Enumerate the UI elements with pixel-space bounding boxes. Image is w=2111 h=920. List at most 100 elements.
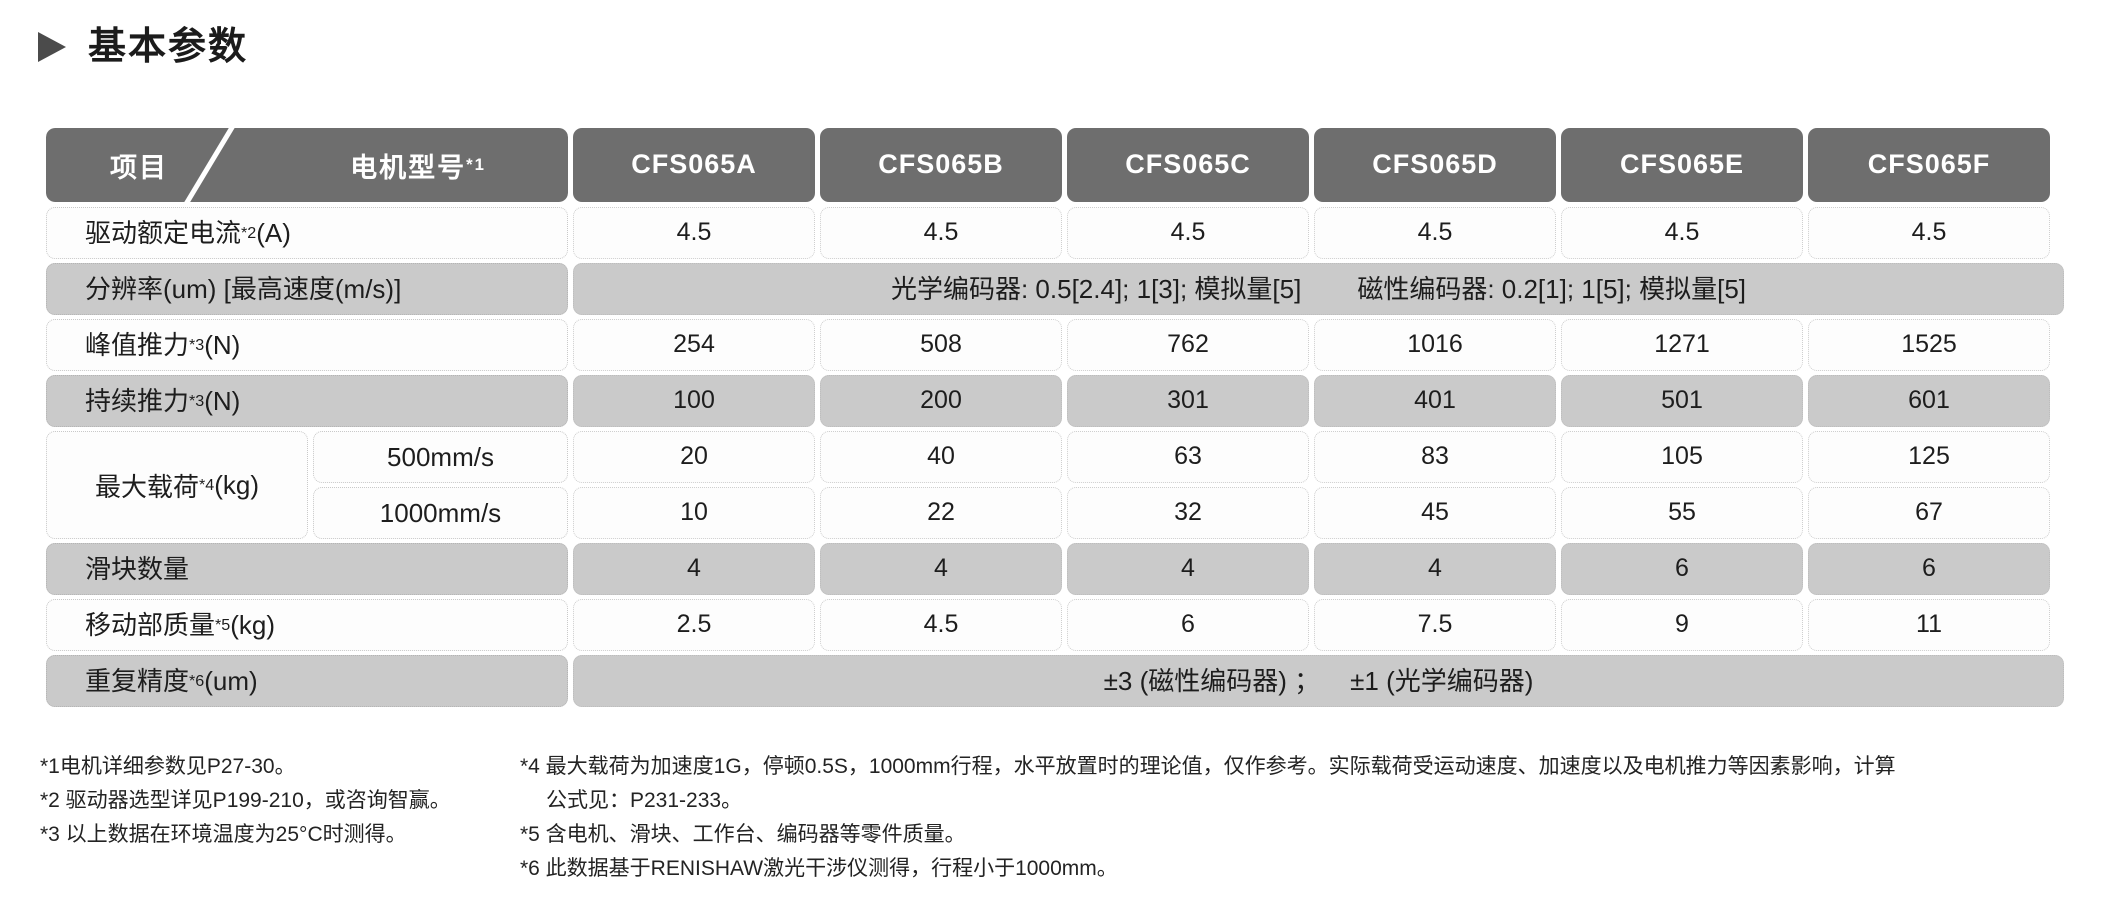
table-cell: 4 [1314, 543, 1556, 595]
row-label-text: 最大载荷 [94, 471, 199, 502]
footnotes: *1电机详细参数见P27-30。 *2 驱动器选型详见P199-210，或咨询智… [40, 750, 2080, 886]
table-cell: 125 [1808, 431, 2050, 483]
table-header-row: 项目 电机型号 *1 CFS065A CFS065B CFS065C CFS065… [46, 128, 2064, 202]
column-header-0: CFS065A [573, 128, 815, 202]
triangle-right-icon [38, 32, 66, 62]
footnotes-right-column: *4 最大载荷为加速度1G，停顿0.5S，1000mm行程，水平放置时的理论值，… [520, 750, 2080, 886]
table-cell: 40 [820, 431, 1062, 483]
row-label-resolution: 分辨率(um) [最高速度(m/s)] [46, 263, 568, 315]
table-cell: 1271 [1561, 319, 1803, 371]
table-cell: 32 [1067, 487, 1309, 539]
row-label-text: 重复精度 [85, 665, 190, 696]
row-label-unit: (um) [204, 665, 258, 696]
table-row-max-load: 最大载荷 *4 (kg) 500mm/s 20 40 63 83 105 125 1… [46, 431, 2064, 539]
table-cell: 45 [1314, 487, 1556, 539]
table-cell-merged-resolution: 光学编码器: 0.5[2.4]; 1[3]; 模拟量[5] 磁性编码器: 0.2… [573, 263, 2064, 315]
table-cell: 22 [820, 487, 1062, 539]
corner-col-header: 电机型号 *1 [268, 128, 568, 202]
table-row: 滑块数量 4 4 4 4 6 6 [46, 543, 2064, 595]
table-cell: 4.5 [1067, 207, 1309, 259]
table-cell: 254 [573, 319, 815, 371]
footnote-4-continued: 公式见：P231-233。 [546, 789, 743, 813]
table-cell: 6 [1067, 599, 1309, 651]
table-cell: 100 [573, 375, 815, 427]
table-cell: 2.5 [573, 599, 815, 651]
table-row: 移动部质量 *5 (kg) 2.5 4.5 6 7.5 9 11 [46, 599, 2064, 651]
footnote-5: *5 含电机、滑块、工作台、编码器等零件质量。 [520, 823, 966, 847]
table-cell: 83 [1314, 431, 1556, 483]
table-cell: 7.5 [1314, 599, 1556, 651]
row-label-unit: (kg) [230, 609, 276, 640]
table-cell: 4.5 [1561, 207, 1803, 259]
row-label-unit: (N) [204, 329, 241, 360]
row-label-repeatability: 重复精度 *6 (um) [46, 655, 568, 707]
row-label-moving-mass: 移动部质量 *5 (kg) [46, 599, 568, 651]
footnotes-left-column: *1电机详细参数见P27-30。 *2 驱动器选型详见P199-210，或咨询智… [40, 750, 520, 886]
row-label-slider-count: 滑块数量 [46, 543, 568, 595]
row-label-text: 持续推力 [85, 385, 190, 416]
column-header-5: CFS065F [1808, 128, 2050, 202]
row-label-drive-rated-current: 驱动额定电流 *2 (A) [46, 207, 568, 259]
row-label-unit: (kg) [214, 469, 260, 500]
row-label-text: 移动部质量 [85, 609, 216, 640]
sub-row-label: 500mm/s [313, 431, 568, 483]
table-cell: 4.5 [1808, 207, 2050, 259]
footnote-2: *2 驱动器选型详见P199-210，或咨询智赢。 [40, 789, 451, 813]
spec-table: 项目 电机型号 *1 CFS065A CFS065B CFS065C CFS065… [46, 128, 2064, 711]
footnote-1: *1电机详细参数见P27-30。 [40, 755, 296, 778]
table-cell: 63 [1067, 431, 1309, 483]
table-cell: 4.5 [820, 599, 1062, 651]
repeatability-optical: ±1 (光学编码器) [1350, 665, 1534, 696]
column-header-1: CFS065B [820, 128, 1062, 202]
corner-col-header-text: 电机型号 [350, 152, 467, 183]
table-corner-cell: 项目 电机型号 *1 [46, 128, 568, 202]
table-cell-merged-repeatability: ±3 (磁性编码器) ； ±1 (光学编码器) [573, 655, 2064, 707]
table-cell: 20 [573, 431, 815, 483]
table-cell: 501 [1561, 375, 1803, 427]
table-cell: 55 [1561, 487, 1803, 539]
section-heading: 基本参数 [38, 28, 248, 66]
table-cell: 105 [1561, 431, 1803, 483]
column-header-2: CFS065C [1067, 128, 1309, 202]
sub-row-500mms: 500mm/s 20 40 63 83 105 125 [313, 431, 2064, 483]
row-label-unit: (A) [256, 217, 291, 248]
column-header-3: CFS065D [1314, 128, 1556, 202]
table-cell: 67 [1808, 487, 2050, 539]
table-cell: 200 [820, 375, 1062, 427]
row-label-max-load: 最大载荷 *4 (kg) [46, 431, 308, 539]
table-cell: 1016 [1314, 319, 1556, 371]
table-row: 分辨率(um) [最高速度(m/s)] 光学编码器: 0.5[2.4]; 1[3… [46, 263, 2064, 315]
row-label-continuous-thrust: 持续推力 *3 (N) [46, 375, 568, 427]
sub-row-label: 1000mm/s [313, 487, 568, 539]
table-cell: 4.5 [820, 207, 1062, 259]
corner-background [46, 128, 568, 202]
table-cell: 6 [1808, 543, 2050, 595]
table-cell: 4.5 [1314, 207, 1556, 259]
repeatability-magnetic: ±3 (磁性编码器) ； [1103, 665, 1321, 696]
page-title: 基本参数 [88, 26, 249, 68]
table-cell: 4 [1067, 543, 1309, 595]
table-cell: 762 [1067, 319, 1309, 371]
footnote-4: *4 最大载荷为加速度1G，停顿0.5S，1000mm行程，水平放置时的理论值，… [520, 755, 1896, 778]
resolution-magnetic: 磁性编码器: 0.2[1]; 1[5]; 模拟量[5] [1357, 273, 1747, 304]
row-label-text: 峰值推力 [85, 329, 190, 360]
table-cell: 11 [1808, 599, 2050, 651]
table-cell: 301 [1067, 375, 1309, 427]
table-cell: 401 [1314, 375, 1556, 427]
table-cell: 4 [820, 543, 1062, 595]
corner-row-header: 项目 [110, 152, 168, 183]
table-row: 重复精度 *6 (um) ±3 (磁性编码器) ； ±1 (光学编码器) [46, 655, 2064, 707]
table-cell: 9 [1561, 599, 1803, 651]
table-cell: 10 [573, 487, 815, 539]
column-header-4: CFS065E [1561, 128, 1803, 202]
table-row: 持续推力 *3 (N) 100 200 301 401 501 601 [46, 375, 2064, 427]
row-label-peak-thrust: 峰值推力 *3 (N) [46, 319, 568, 371]
table-row: 驱动额定电流 *2 (A) 4.5 4.5 4.5 4.5 4.5 4.5 [46, 207, 2064, 259]
row-label-unit: (N) [204, 385, 241, 416]
footnote-3: *3 以上数据在环境温度为25°C时测得。 [40, 823, 407, 847]
table-cell: 601 [1808, 375, 2050, 427]
table-cell: 1525 [1808, 319, 2050, 371]
table-cell: 6 [1561, 543, 1803, 595]
table-cell: 4 [573, 543, 815, 595]
